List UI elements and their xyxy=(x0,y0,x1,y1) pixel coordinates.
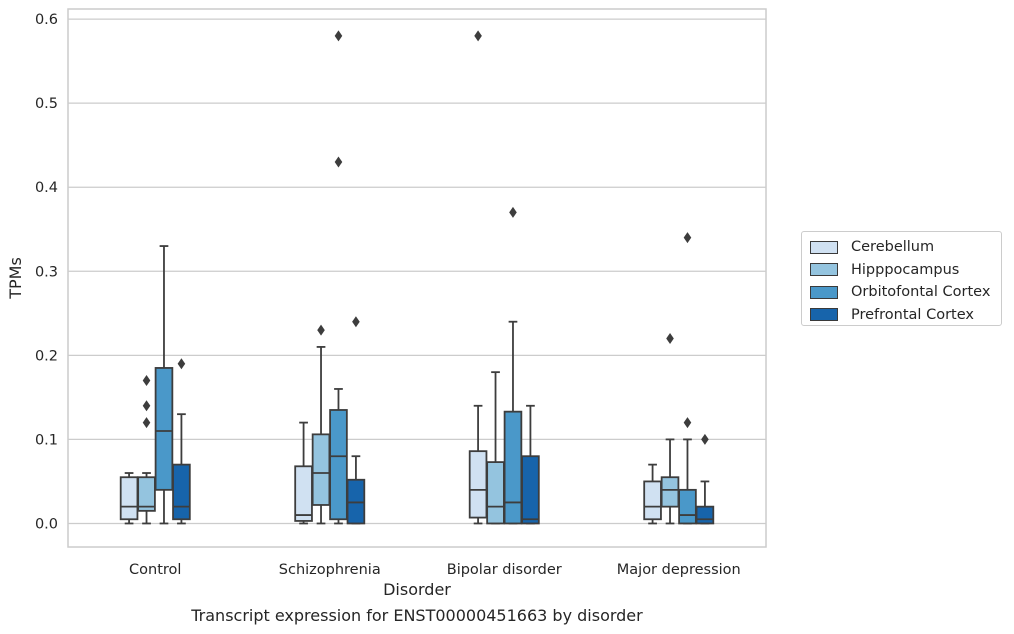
outlier-point xyxy=(701,433,709,445)
box xyxy=(486,461,505,525)
legend-item-orbitofrontal-cortex: Orbitofontal Cortex xyxy=(810,281,1001,304)
legend: Cerebellum Hipppocampus Orbitofontal Cor… xyxy=(801,231,1002,326)
legend-label-orbitofrontal-cortex: Orbitofontal Cortex xyxy=(851,284,991,301)
legend-item-prefrontal-cortex: Prefrontal Cortex xyxy=(810,304,1001,327)
x-tick-label: Major depression xyxy=(617,562,741,578)
figure-caption: Transcript expression for ENST0000045166… xyxy=(191,606,643,625)
legend-swatch-prefrontal-cortex xyxy=(810,308,838,322)
box xyxy=(695,505,715,525)
x-axis-label: Disorder xyxy=(383,580,451,599)
y-axis-label: TPMs xyxy=(6,257,25,300)
legend-swatch-cerebellum xyxy=(810,240,838,254)
plot-frame xyxy=(67,8,767,548)
y-tick-label: 0.6 xyxy=(35,12,58,28)
x-tick-label: Control xyxy=(129,562,181,578)
box xyxy=(154,367,174,491)
y-tick-label: 0.3 xyxy=(35,264,58,280)
outlier-point xyxy=(352,316,360,328)
box xyxy=(521,455,540,525)
box xyxy=(329,409,348,521)
outlier-point xyxy=(683,417,692,429)
legend-item-cerebellum: Cerebellum xyxy=(810,236,1001,259)
outlier-point xyxy=(177,358,186,370)
outlier-point xyxy=(474,30,482,42)
x-tick-label: Schizophrenia xyxy=(279,562,381,578)
box xyxy=(660,476,680,508)
box xyxy=(503,410,523,525)
box xyxy=(119,476,139,521)
legend-swatch-orbitofrontal-cortex xyxy=(810,285,838,299)
outlier-point xyxy=(666,333,674,345)
box xyxy=(643,480,662,521)
legend-label-cerebellum: Cerebellum xyxy=(851,239,935,256)
box xyxy=(172,463,191,521)
legend-label-hippocampus: Hipppocampus xyxy=(851,261,960,278)
outlier-point xyxy=(509,206,517,218)
legend-item-hippocampus: Hipppocampus xyxy=(810,259,1001,282)
y-tick-label: 0.5 xyxy=(35,96,58,112)
outlier-point xyxy=(334,30,343,42)
legend-swatch-hippocampus xyxy=(810,263,838,277)
box xyxy=(137,476,156,512)
outlier-point xyxy=(317,324,325,336)
y-tick-label: 0.2 xyxy=(35,348,58,364)
y-tick-label: 0.1 xyxy=(35,432,58,448)
box xyxy=(311,433,331,506)
y-tick-label: 0.0 xyxy=(35,516,58,532)
x-tick-label: Bipolar disorder xyxy=(447,562,562,578)
outlier-point xyxy=(142,375,151,387)
box xyxy=(468,450,488,519)
y-tick-label: 0.4 xyxy=(35,180,58,196)
legend-label-prefrontal-cortex: Prefrontal Cortex xyxy=(851,306,974,323)
outlier-point xyxy=(142,400,151,412)
box xyxy=(678,488,697,525)
outlier-point xyxy=(142,417,151,429)
box xyxy=(294,465,313,522)
outlier-point xyxy=(334,156,343,168)
outlier-point xyxy=(683,232,692,244)
